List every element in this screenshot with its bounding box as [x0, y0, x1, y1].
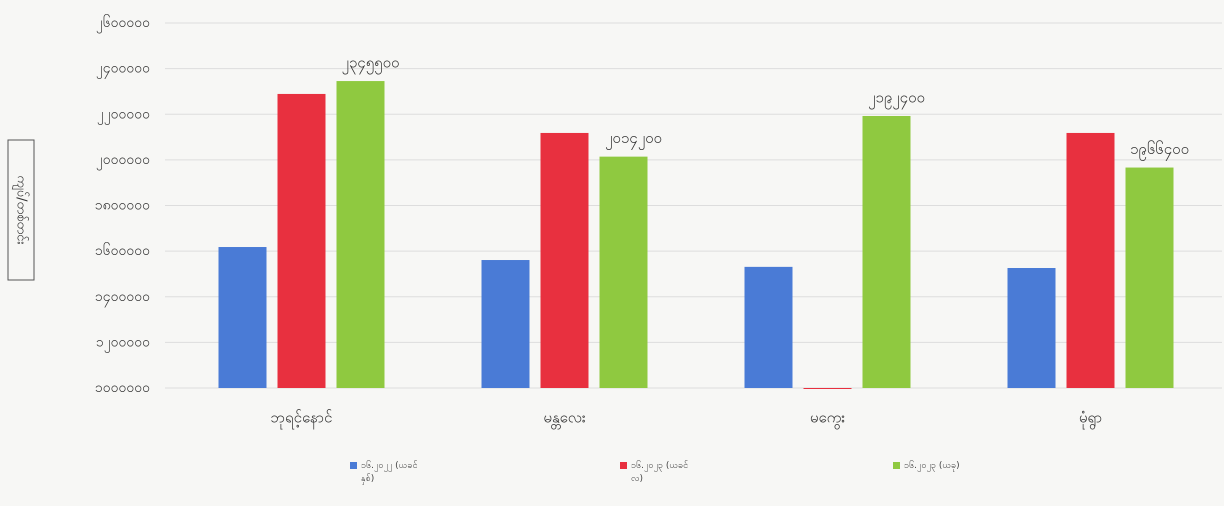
legend-label: ၁၆.၂၀၂၃ (ယခု)	[904, 461, 960, 471]
data-label: ၂၁၉၂၄၀၀	[868, 88, 925, 109]
x-tick-label: မုံရွာ	[1079, 409, 1102, 430]
bar	[540, 132, 589, 388]
bar	[1125, 167, 1174, 388]
bar	[1007, 268, 1056, 388]
y-tick-label: ၁၀၀၀၀၀၀	[95, 380, 150, 396]
bar	[336, 81, 385, 389]
y-tick-label: ၂၂၀၀၀၀၀	[97, 106, 150, 124]
y-tick-label: ၁၂၀၀၀၀၀	[96, 334, 150, 352]
bar	[277, 93, 326, 389]
legend-label: ၁၆.၂၀၂၃ (ယခင်လ)	[631, 461, 689, 484]
legend-item: ၁၆.၂၀၂၃ (ယခင်လ)	[620, 460, 710, 486]
legend-item: ၁၆.၂၀၂၂ (ယခင်နှစ်)	[350, 460, 440, 486]
legend-label: ၁၆.၂၀၂၂ (ယခင်နှစ်)	[361, 461, 418, 484]
data-label: ၁၉၆၆၄၀၀	[1130, 140, 1189, 161]
data-label: ၂၃၄၅၅၀၀	[342, 54, 400, 75]
bar	[862, 115, 911, 388]
x-tick-label: မန္တလေး	[543, 409, 586, 430]
legend-swatch	[893, 462, 900, 469]
bar	[803, 388, 852, 389]
y-tick-label: ၁၆၀၀၀၀၀	[95, 243, 150, 259]
x-tick-label: ဘုရင့်နောင်	[271, 409, 333, 430]
y-axis-label: ကျပ်/တစ်တင်း	[12, 175, 30, 244]
bar	[481, 260, 530, 388]
bar	[744, 266, 793, 388]
bar	[599, 156, 648, 388]
y-tick-label: ၂၀၀၀၀၀၀	[96, 152, 150, 170]
legend-swatch	[350, 462, 357, 469]
y-tick-label: ၂၆၀၀၀၀၀	[96, 15, 150, 33]
chart: ကျပ်/တစ်တင်း ၁၀၀၀၀၀၀ ၁၂၀၀၀၀၀ ၁၄၀၀၀၀၀ ၁၆၀၀၀၀…	[7, 15, 1222, 430]
y-tick-label: ၁၈၀၀၀၀၀	[95, 198, 150, 214]
x-tick-label: မကွေး	[810, 409, 845, 430]
ylabel-box	[7, 139, 35, 281]
data-label: ၂၀၁၄၂၀၀	[605, 129, 662, 150]
bar	[218, 247, 267, 388]
legend-swatch	[620, 462, 627, 469]
bar	[1066, 132, 1115, 388]
legend-item: ၁၆.၂၀၂၃ (ယခု)	[893, 460, 983, 473]
y-tick-label: ၁၄၀၀၀၀၀	[95, 289, 150, 307]
y-tick-label: ၂၄၀၀၀၀၀	[96, 61, 150, 79]
